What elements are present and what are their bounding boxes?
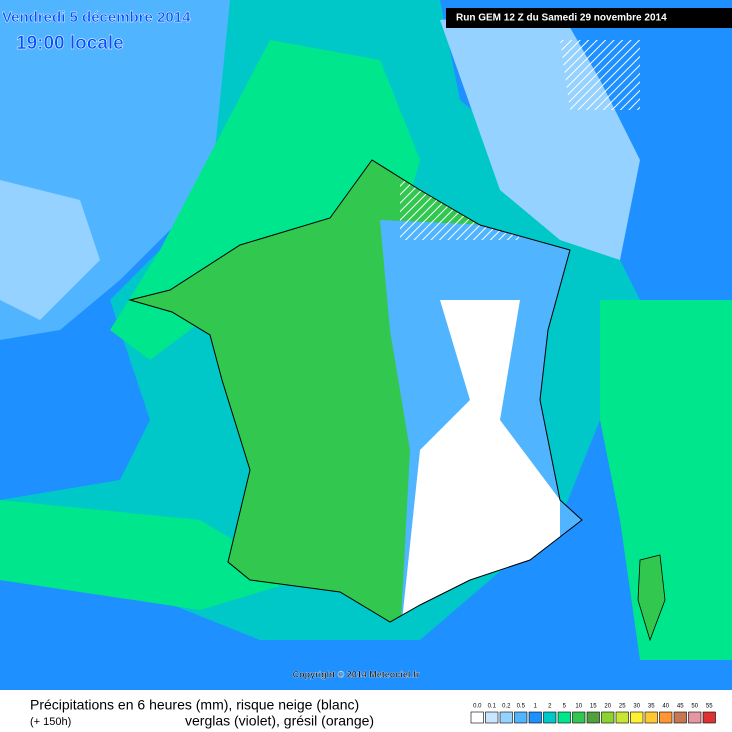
legend-label: 1 (534, 704, 538, 710)
precip-area (0, 180, 100, 320)
legend-label: 20 (604, 704, 611, 710)
legend-swatch (485, 711, 499, 724)
time: 19:00 locale (16, 33, 124, 54)
run-box (446, 8, 732, 28)
legend-swatch (688, 711, 702, 724)
legend-label: 35 (648, 704, 655, 710)
legend-swatch (557, 711, 571, 724)
legend-label: 15 (590, 704, 597, 710)
lead-time: (+ 150h) (30, 716, 71, 728)
legend: 0.0 0.1 0.2 0.5 1 2 5 10 15 20 25 30 35 40 45 50 55 (470, 704, 716, 724)
legend-label: 50 (691, 704, 698, 710)
legend-swatch (586, 711, 600, 724)
legend-swatch (702, 711, 716, 724)
legend-label: 0.0 (473, 704, 482, 710)
legend-label: 5 (563, 704, 567, 710)
legend-label: 10 (575, 704, 582, 710)
legend-label: 0.5 (517, 704, 526, 710)
legend-swatch (470, 711, 484, 724)
legend-label: 2 (548, 704, 552, 710)
france-border (128, 159, 583, 623)
legend-swatch (499, 711, 513, 724)
legend-label: 0.1 (488, 704, 497, 710)
snow-hatch (560, 40, 640, 110)
legend-swatch (659, 711, 673, 724)
legend-label: 0.2 (502, 704, 511, 710)
legend-swatch (673, 711, 687, 724)
legend-swatch (615, 711, 629, 724)
precip-area (0, 500, 300, 610)
legend-label: 45 (677, 704, 684, 710)
legend-swatch (572, 711, 586, 724)
snow-area (400, 300, 560, 622)
legend-swatch (601, 711, 615, 724)
corsica (637, 554, 666, 642)
legend-swatch (630, 711, 644, 724)
legend-swatch (644, 711, 658, 724)
footer (0, 690, 732, 732)
legend-label: 30 (633, 704, 640, 710)
legend-label: 40 (662, 704, 669, 710)
legend-swatch (528, 711, 542, 724)
legend-swatch (543, 711, 557, 724)
legend-swatch (514, 711, 528, 724)
caption: Précipitations en 6 heures (mm), risque … (30, 697, 359, 713)
precip-area (600, 300, 732, 660)
legend-label: 55 (706, 704, 713, 710)
run: Run GEM 12 Z du Samedi 29 novembre 2014 (456, 13, 667, 24)
date: Vendredi 5 décembre 2014 (2, 9, 191, 26)
copyright: Copyright © 2014 Meteociel.fr (293, 669, 420, 679)
caption: verglas (violet), grésil (orange) (185, 713, 374, 729)
legend-label: 25 (619, 704, 626, 710)
